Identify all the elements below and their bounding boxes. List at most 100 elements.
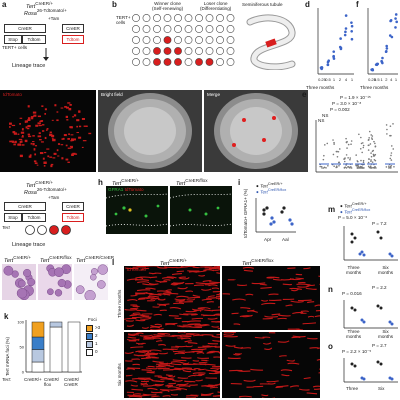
tdtomato-patch <box>197 307 206 310</box>
tdtomato-patch <box>147 299 156 302</box>
data-point <box>390 164 393 167</box>
tdtomato-patch <box>144 335 157 338</box>
data-point <box>390 152 393 154</box>
data-point <box>350 37 354 41</box>
tdtomato-patch <box>181 320 190 323</box>
tdtomato-patch <box>204 267 217 270</box>
data-point <box>363 167 365 169</box>
tdtomato-signal <box>73 153 78 155</box>
tdtomato-signal <box>73 138 76 141</box>
clone-cell <box>163 36 172 44</box>
tdtomato-patch <box>186 395 198 397</box>
data-point <box>332 57 336 60</box>
data-point <box>332 139 334 141</box>
tdtom-box-red: Tdtom <box>62 35 84 44</box>
clone-cell <box>226 14 235 22</box>
panel-h-letter: h <box>98 178 103 187</box>
down-arrow-icon <box>43 48 49 61</box>
tdtomato-patch <box>201 288 212 291</box>
tdtomato-patch <box>198 368 206 371</box>
tdtomato-signal <box>56 149 59 152</box>
tdtomato-patch <box>147 295 160 298</box>
tdtomato-patch <box>264 315 278 318</box>
tdtomato-patch <box>168 382 177 385</box>
tdtomato-patch <box>150 276 158 279</box>
clone-cell <box>132 25 140 33</box>
tam-label: +Tam <box>48 16 60 21</box>
tdtomato-patch <box>298 299 312 302</box>
tdtomato-patch <box>316 359 320 361</box>
data-point <box>389 134 391 137</box>
panel-l-letter: l <box>112 258 115 267</box>
tdtomato-signal <box>44 151 47 154</box>
data-point <box>333 141 335 144</box>
panel-i-x1: Apr <box>264 237 272 242</box>
data-point <box>362 159 365 162</box>
tdtomato-patch <box>187 296 201 299</box>
data-point <box>347 166 349 168</box>
tdtomato-patch <box>127 336 137 339</box>
data-point <box>343 167 346 169</box>
data-point <box>344 30 347 34</box>
stop-box: Stop <box>4 35 22 44</box>
winner-clone-label: Winner clone (Self-renewing) <box>152 1 184 11</box>
tdtomato-patch <box>286 359 295 362</box>
panel-f-group1: Three months <box>360 85 389 90</box>
panel-m-legend1: ● TertCreER/+ <box>340 202 367 209</box>
x-tick-label: 2 <box>339 77 342 82</box>
panel-a-gene2: Rosa26-Tdtomato/+ <box>24 8 67 17</box>
legend-entry: >3 <box>86 325 100 332</box>
tdtomato-signal <box>46 128 49 130</box>
data-point <box>361 151 363 154</box>
tdtomato-signal <box>81 118 86 120</box>
tdtomato-signal <box>32 135 35 137</box>
tdtomato-signal <box>68 133 70 135</box>
tdtomato-patch <box>177 325 186 328</box>
tdtomato-patch <box>175 387 188 391</box>
data-point <box>371 161 374 163</box>
tdtomato-patch <box>198 274 206 277</box>
clone-cell <box>174 25 182 33</box>
tdtomato-patch <box>185 310 198 313</box>
tdtomato-signal <box>13 143 16 146</box>
tdtomato-patch <box>160 362 169 365</box>
tdtomato-signal <box>47 155 50 158</box>
data-point <box>325 167 327 169</box>
tdtomato-patch <box>147 371 156 374</box>
tdtomato-patch <box>147 387 158 391</box>
data-point <box>350 166 352 168</box>
data-point <box>347 157 349 159</box>
tdtomato-patch <box>186 368 196 371</box>
tdtomato-patch <box>147 365 155 368</box>
data-point <box>343 33 347 37</box>
tdtomato-patch <box>204 309 214 312</box>
tdtomato-patch <box>306 392 318 395</box>
tdtomato-patch <box>126 278 138 281</box>
tdtomato-patch <box>170 361 184 364</box>
tdtomato-patch <box>199 324 210 327</box>
tdtomato-patch <box>132 334 140 337</box>
tdtomato-patch <box>158 298 166 301</box>
panel-l-image-2 <box>222 266 320 330</box>
clone-cell <box>153 47 161 55</box>
tdtomato-patch <box>307 315 315 318</box>
clone-cell <box>195 14 203 22</box>
data-point <box>345 164 347 166</box>
panel-k-letter: k <box>4 312 9 321</box>
tdtomato-patch <box>142 384 156 387</box>
data-point <box>392 148 395 150</box>
tdtomato-patch <box>131 316 145 319</box>
tubule-section <box>57 278 66 288</box>
clone-cell <box>205 47 214 55</box>
g-creer-box: CreER <box>4 202 46 211</box>
tdtomato-signal <box>27 127 30 130</box>
data-point <box>367 139 370 141</box>
tdtomato-patch <box>132 339 140 342</box>
tubule-section <box>3 265 14 276</box>
tdtomato-patch <box>207 282 219 285</box>
tdtomato-signal <box>70 134 74 136</box>
panel-k-legend: >3 2 1 0 <box>86 325 100 357</box>
panel-n-p1: P = 0.016 <box>342 291 362 296</box>
data-point <box>385 44 388 48</box>
tdtomato-patch <box>182 363 192 366</box>
